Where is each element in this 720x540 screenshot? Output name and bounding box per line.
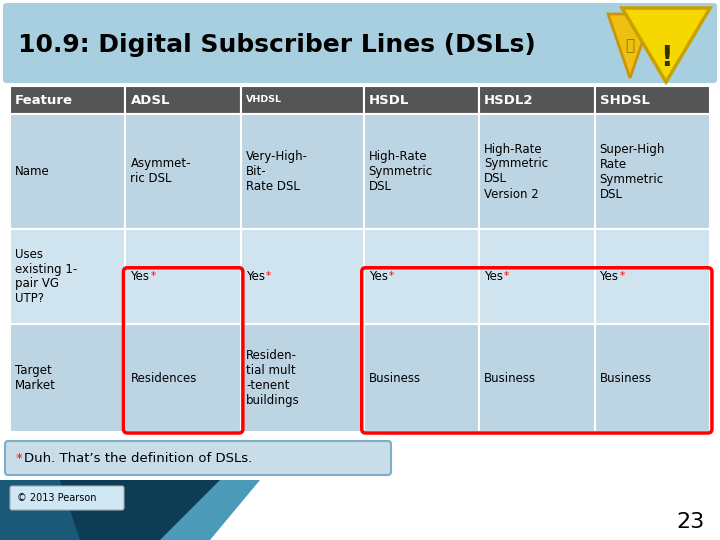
Bar (125, 324, 241, 432)
Text: *: * (389, 271, 394, 280)
Text: *: * (504, 271, 509, 280)
Text: Yes: Yes (246, 270, 265, 283)
Text: *: * (266, 271, 271, 280)
Text: Very-High-
Bit-
Rate DSL: Very-High- Bit- Rate DSL (246, 150, 308, 193)
Bar (595, 114, 710, 229)
Bar (595, 86, 710, 114)
Text: © 2013 Pearson: © 2013 Pearson (17, 493, 96, 503)
Bar (241, 86, 364, 114)
Text: HSDL2: HSDL2 (484, 93, 534, 106)
Text: Business: Business (484, 372, 536, 384)
Text: Duh. That’s the definition of DSLs.: Duh. That’s the definition of DSLs. (24, 451, 252, 464)
Text: 10.9: Digital Subscriber Lines (DSLs): 10.9: Digital Subscriber Lines (DSLs) (18, 33, 536, 57)
Bar (364, 114, 479, 229)
Bar (364, 229, 479, 324)
Polygon shape (0, 480, 200, 540)
Polygon shape (622, 8, 710, 82)
Bar (10, 229, 125, 324)
Bar (595, 324, 710, 432)
Text: Feature: Feature (15, 93, 73, 106)
Text: HSDL: HSDL (369, 93, 409, 106)
Bar (364, 324, 479, 432)
Text: Asymmet-
ric DSL: Asymmet- ric DSL (130, 158, 191, 186)
FancyBboxPatch shape (3, 3, 717, 83)
Text: Residen-
tial mult
-tenent
buildings: Residen- tial mult -tenent buildings (246, 349, 300, 407)
Text: 23: 23 (677, 512, 705, 532)
Text: High-Rate
Symmetric
DSL
Version 2: High-Rate Symmetric DSL Version 2 (484, 143, 548, 200)
Text: VHDSL: VHDSL (246, 96, 282, 105)
Polygon shape (60, 480, 220, 540)
Text: Super-High
Rate
Symmetric
DSL: Super-High Rate Symmetric DSL (600, 143, 665, 200)
Text: Yes: Yes (484, 270, 503, 283)
Text: Business: Business (369, 372, 421, 384)
Bar (10, 86, 125, 114)
Bar (479, 86, 595, 114)
Text: Name: Name (15, 165, 50, 178)
Bar (479, 114, 595, 229)
Text: High-Rate
Symmetric
DSL: High-Rate Symmetric DSL (369, 150, 433, 193)
Text: *: * (150, 271, 156, 280)
Text: Yes: Yes (600, 270, 618, 283)
Text: Residences: Residences (130, 372, 197, 384)
Bar (10, 114, 125, 229)
Bar (125, 229, 241, 324)
Bar (10, 324, 125, 432)
Text: Yes: Yes (369, 270, 388, 283)
Bar (125, 86, 241, 114)
Text: *: * (619, 271, 625, 280)
Bar (479, 324, 595, 432)
FancyBboxPatch shape (10, 486, 124, 510)
Bar (125, 114, 241, 229)
Text: 👁: 👁 (626, 38, 634, 53)
Text: Uses
existing 1-
pair VG
UTP?: Uses existing 1- pair VG UTP? (15, 247, 77, 306)
Text: Target
Market: Target Market (15, 364, 56, 392)
Text: Yes: Yes (130, 270, 150, 283)
Bar (595, 229, 710, 324)
FancyBboxPatch shape (5, 441, 391, 475)
Bar (479, 229, 595, 324)
Bar (241, 324, 364, 432)
Text: SHDSL: SHDSL (600, 93, 649, 106)
Text: !: ! (660, 44, 672, 72)
Bar (364, 86, 479, 114)
Text: Business: Business (600, 372, 652, 384)
Bar (241, 114, 364, 229)
Polygon shape (608, 14, 652, 78)
Bar (241, 229, 364, 324)
Text: ADSL: ADSL (130, 93, 170, 106)
Polygon shape (130, 480, 260, 540)
Text: *: * (16, 451, 27, 464)
